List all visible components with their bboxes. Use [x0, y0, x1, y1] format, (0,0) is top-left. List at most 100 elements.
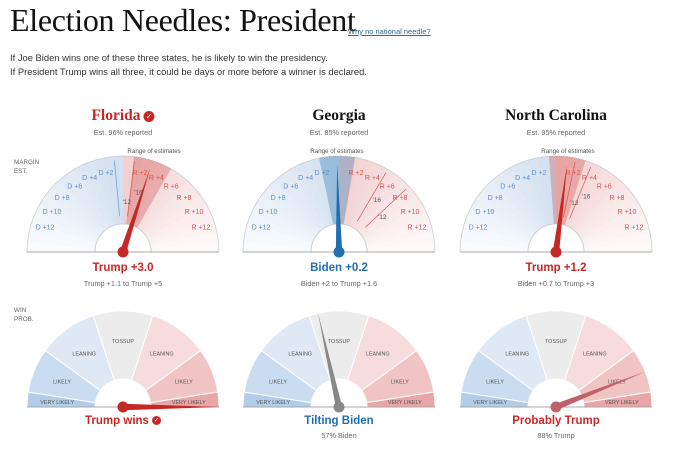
- range-of-estimates-label: Range of estimates: [541, 148, 594, 155]
- needle-hub: [333, 246, 345, 258]
- margin-tick-label: R +6: [380, 184, 395, 191]
- win-band-label: VERY LIKELY: [40, 400, 74, 406]
- intro-line-2: If President Trump wins all three, it co…: [10, 66, 367, 77]
- margin-tick-label: D +12: [469, 225, 488, 232]
- margin-shade: [141, 180, 195, 234]
- gauge-center: [94, 223, 152, 253]
- win-band-label: LIKELY: [269, 380, 287, 386]
- win-band-label: LEANING: [150, 352, 174, 358]
- margin-tick-label: R +4: [582, 175, 597, 182]
- win-label-line-2: PROB.: [14, 315, 34, 323]
- win-band-label: LEANING: [72, 352, 96, 358]
- margin-shade: [299, 160, 331, 227]
- margin-shade: [137, 168, 180, 230]
- margin-tick-label: R +2: [349, 170, 364, 177]
- margin-shade: [355, 174, 404, 232]
- win-band-label: TOSSUP: [545, 339, 567, 345]
- margin-tick-label: R +4: [149, 175, 164, 182]
- margin-shade: [561, 158, 586, 226]
- margin-tick-label: D +2: [314, 170, 329, 177]
- margin-shade: [148, 212, 215, 244]
- needle: [318, 313, 343, 408]
- margin-gauge-georgia: Range of estimates '16 '12 D +2D +4D +6 D +8…: [242, 148, 436, 258]
- past-result-line: [365, 188, 407, 228]
- margin-shade: [319, 156, 337, 225]
- win-band-label: LIKELY: [486, 380, 504, 386]
- margin-tick-label: R +2: [566, 170, 581, 177]
- range-georgia: Biden +2 to Trump +1.6: [300, 279, 378, 288]
- range-of-estimates-band: [548, 156, 586, 226]
- margin-shade: [147, 204, 211, 241]
- margin-tick-label: D +10: [43, 209, 62, 216]
- margin-shade: [363, 204, 427, 241]
- margin-tick-label: D +6: [67, 184, 82, 191]
- margin-shade: [339, 156, 350, 225]
- margin-tick-label: R +8: [609, 195, 624, 202]
- needle: [554, 371, 646, 410]
- margin-shade: [291, 164, 328, 228]
- margin-shade: [282, 168, 325, 230]
- margin-shade: [267, 180, 321, 234]
- win-sub-north-carolina: 88% Trump: [537, 431, 575, 440]
- margin-tick-label: R +6: [164, 184, 179, 191]
- state-name-north-carolina: North Carolina: [505, 107, 607, 124]
- win-band-label: VERY LIKELY: [605, 400, 639, 406]
- win-band-label: VERY LIKELY: [172, 400, 206, 406]
- past-result-label: '16: [134, 189, 143, 196]
- state-name-text: Florida: [91, 107, 141, 124]
- needle: [119, 168, 151, 253]
- margin-shade: [145, 195, 207, 238]
- win-gauge-florida: VERY LIKELY LIKELY LEANING TOSSUP LEANING LIK…: [26, 310, 220, 413]
- win-band-label: TOSSUP: [328, 339, 350, 345]
- margin-shade: [472, 195, 534, 238]
- margin-shade: [58, 174, 107, 232]
- margin-tick-label: R +12: [408, 225, 427, 232]
- margin-shade: [556, 156, 567, 225]
- margin-tick-label: R +10: [185, 209, 204, 216]
- win-band-label: LIKELY: [175, 380, 193, 386]
- margin-shade: [245, 222, 313, 247]
- margin-shade: [31, 212, 98, 244]
- margin-shade: [583, 232, 652, 250]
- margin-shade: [499, 168, 542, 230]
- margin-shade: [93, 158, 118, 226]
- margin-shade: [131, 160, 163, 227]
- margin-shade: [27, 232, 96, 250]
- margin-shade: [309, 158, 334, 226]
- reported-georgia: Est. 85% reported: [309, 128, 369, 137]
- margin-tick-label: D +8: [488, 195, 503, 202]
- margin-shade: [366, 232, 435, 250]
- margin-tick-label: R +10: [401, 209, 420, 216]
- past-result-label: '16: [582, 193, 591, 200]
- gauge-center: [311, 379, 367, 407]
- margin-shade: [51, 180, 105, 234]
- win-band-label: LEANING: [505, 352, 529, 358]
- margin-tick-label: D +2: [98, 170, 113, 177]
- win-prob-label: WIN PROB.: [14, 307, 34, 324]
- intro-line-1: If Joe Biden wins one of these three sta…: [10, 52, 328, 63]
- margin-gauge-florida: Range of estimates '16'12 D +2D +4D +6 D +8…: [26, 148, 220, 258]
- margin-shade: [45, 187, 103, 236]
- why-no-national-needle-link[interactable]: Why no national needle?: [348, 27, 431, 36]
- margin-shade: [581, 212, 648, 244]
- range-of-estimates-label: Range of estimates: [127, 148, 180, 155]
- range-florida: Trump +1.1 to Trump +5: [83, 279, 163, 288]
- margin-shade: [150, 232, 219, 250]
- win-band-label: LEANING: [583, 352, 607, 358]
- margin-shade: [491, 174, 540, 232]
- win-band-label: LEANING: [366, 352, 390, 358]
- margin-shade: [261, 187, 319, 236]
- margin-shade: [574, 180, 628, 234]
- margin-tick-label: D +10: [476, 209, 495, 216]
- margin-shade: [460, 232, 529, 250]
- margin-tick-label: D +6: [500, 184, 515, 191]
- margin-shade: [66, 168, 109, 230]
- margin-shade: [123, 156, 134, 225]
- margin-shade: [582, 222, 650, 247]
- range-of-estimates-label: Range of estimates: [310, 148, 363, 155]
- margin-shade: [125, 156, 143, 225]
- margin-tick-label: D +2: [531, 170, 546, 177]
- win-gauge-georgia: VERY LIKELY LIKELY LEANING TOSSUP LEANING LIK…: [242, 310, 436, 413]
- margin-shade: [536, 156, 554, 225]
- margin-tick-label: R +12: [625, 225, 644, 232]
